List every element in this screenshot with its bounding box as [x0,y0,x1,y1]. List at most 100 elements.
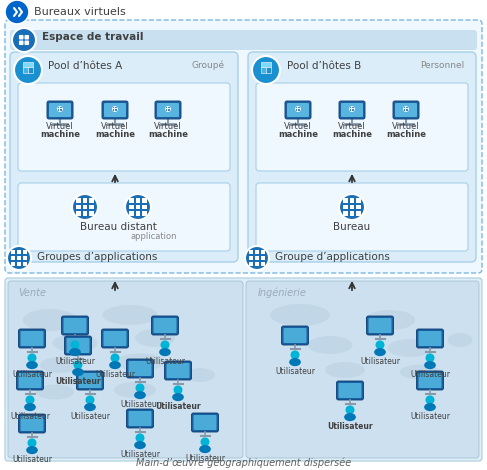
Circle shape [57,106,63,112]
Circle shape [426,395,434,404]
Circle shape [339,194,365,220]
Text: machine: machine [95,130,135,139]
Ellipse shape [115,353,165,370]
FancyBboxPatch shape [129,411,151,426]
FancyBboxPatch shape [157,103,179,117]
FancyBboxPatch shape [101,329,129,348]
FancyBboxPatch shape [167,363,189,378]
Ellipse shape [36,384,74,400]
Ellipse shape [134,441,146,449]
FancyBboxPatch shape [418,373,442,388]
FancyBboxPatch shape [17,250,21,254]
FancyBboxPatch shape [350,110,352,111]
FancyBboxPatch shape [166,110,168,111]
FancyBboxPatch shape [129,211,134,216]
Circle shape [375,340,385,349]
FancyBboxPatch shape [58,107,59,109]
Text: Groupe d’applications: Groupe d’applications [275,252,390,262]
FancyBboxPatch shape [28,66,33,73]
Text: Bureau distant: Bureau distant [79,222,156,232]
Text: machine: machine [40,130,80,139]
FancyBboxPatch shape [8,281,243,458]
FancyBboxPatch shape [23,262,27,266]
FancyBboxPatch shape [404,107,405,109]
Circle shape [74,360,82,369]
Text: Utilisateur: Utilisateur [120,450,160,459]
Text: machine: machine [278,130,318,139]
Ellipse shape [400,365,440,379]
FancyBboxPatch shape [136,204,140,209]
Ellipse shape [365,310,415,330]
FancyBboxPatch shape [11,262,15,266]
FancyBboxPatch shape [115,110,117,111]
FancyBboxPatch shape [129,198,134,203]
Text: Virtuel: Virtuel [101,122,129,131]
FancyBboxPatch shape [169,107,170,109]
Text: Utilisateur: Utilisateur [327,422,373,431]
Ellipse shape [199,445,211,453]
Circle shape [345,406,355,415]
FancyBboxPatch shape [19,329,45,348]
Circle shape [112,106,118,112]
FancyBboxPatch shape [169,110,170,111]
FancyBboxPatch shape [83,211,87,216]
FancyBboxPatch shape [49,103,71,117]
FancyBboxPatch shape [63,318,87,333]
Text: Virtuel: Virtuel [392,122,420,131]
FancyBboxPatch shape [102,101,128,119]
FancyBboxPatch shape [136,211,140,216]
Circle shape [135,433,145,442]
FancyBboxPatch shape [281,326,308,345]
FancyBboxPatch shape [129,361,151,376]
Ellipse shape [325,362,365,378]
FancyBboxPatch shape [393,101,419,119]
Circle shape [173,385,183,394]
Circle shape [7,246,31,270]
Circle shape [86,395,94,404]
FancyBboxPatch shape [155,101,181,119]
Text: Utilisateur: Utilisateur [410,412,450,421]
Circle shape [14,56,42,84]
Text: Virtuel: Virtuel [284,122,312,131]
FancyBboxPatch shape [248,52,476,262]
Circle shape [27,353,37,362]
FancyBboxPatch shape [256,183,468,251]
FancyBboxPatch shape [18,183,230,251]
FancyBboxPatch shape [151,316,179,335]
FancyBboxPatch shape [404,110,405,111]
Circle shape [349,106,355,112]
Text: Espace de travail: Espace de travail [42,32,144,42]
FancyBboxPatch shape [261,63,271,67]
FancyBboxPatch shape [356,211,361,216]
FancyBboxPatch shape [23,250,27,254]
Ellipse shape [26,361,38,369]
Circle shape [403,106,409,112]
Text: Utilisateur: Utilisateur [10,412,50,421]
Ellipse shape [289,358,301,366]
FancyBboxPatch shape [17,371,43,390]
FancyBboxPatch shape [255,250,259,254]
Circle shape [245,246,269,270]
FancyBboxPatch shape [256,83,468,171]
Text: Pool d’hôtes B: Pool d’hôtes B [287,61,361,71]
Ellipse shape [307,336,353,354]
FancyBboxPatch shape [249,262,253,266]
Text: machine: machine [332,130,372,139]
Text: Utilisateur: Utilisateur [95,369,135,379]
Text: Virtuel: Virtuel [338,122,366,131]
FancyBboxPatch shape [83,198,87,203]
FancyBboxPatch shape [142,211,147,216]
Circle shape [135,384,145,392]
FancyBboxPatch shape [246,281,479,458]
Circle shape [426,353,434,362]
Text: Utilisateur: Utilisateur [12,454,52,463]
FancyBboxPatch shape [19,35,23,39]
FancyBboxPatch shape [193,415,217,430]
FancyBboxPatch shape [76,371,104,390]
FancyBboxPatch shape [10,52,238,262]
Ellipse shape [102,305,157,325]
Text: Vente: Vente [18,288,46,298]
Ellipse shape [448,333,472,347]
Text: Utilisateur: Utilisateur [155,401,201,411]
FancyBboxPatch shape [83,204,87,209]
